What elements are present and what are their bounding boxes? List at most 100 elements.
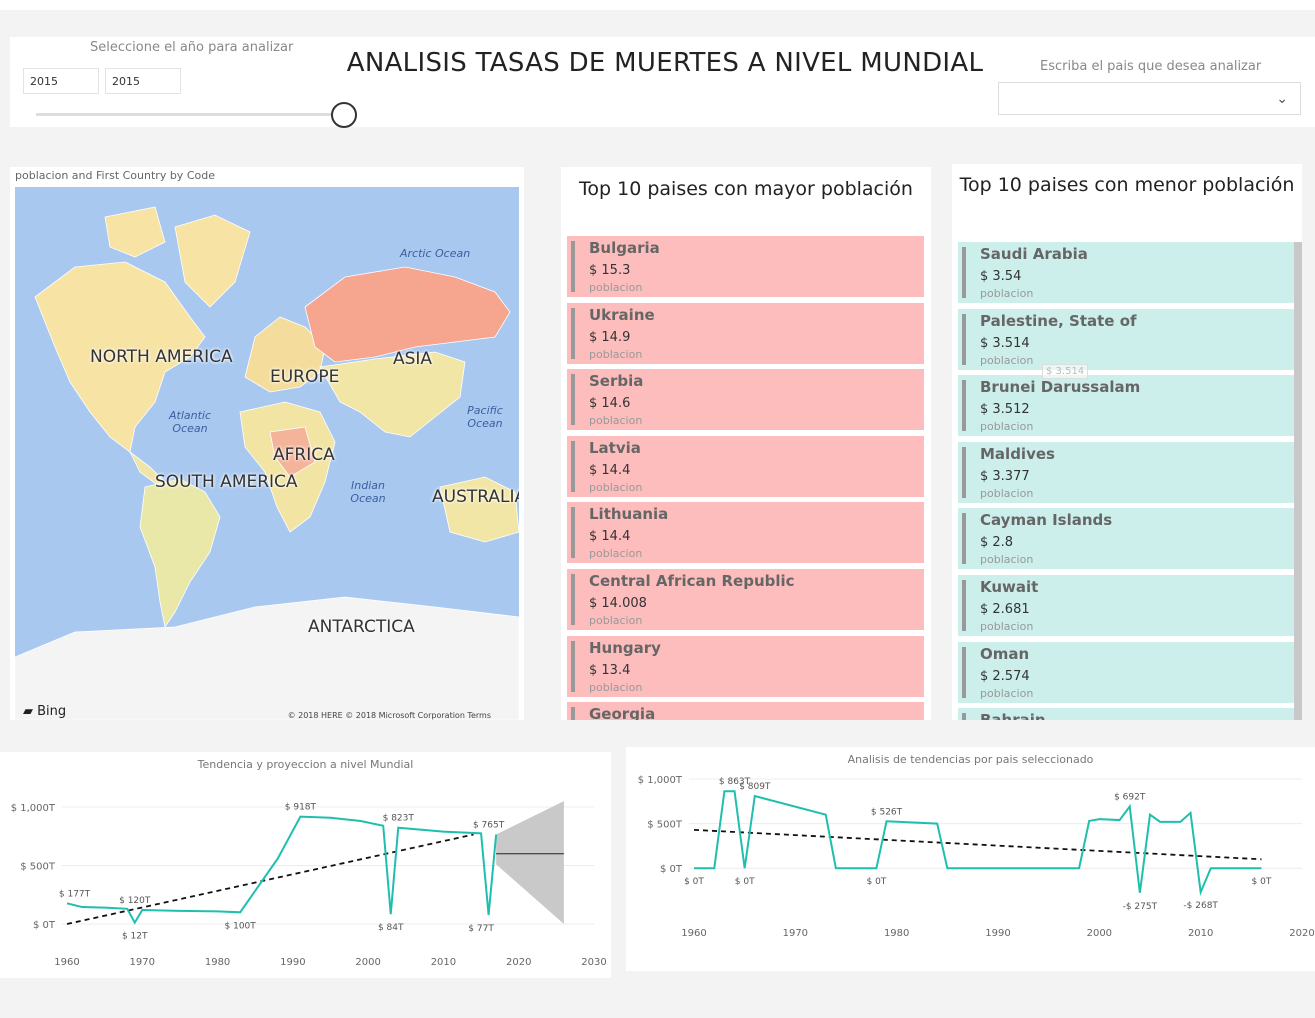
- world-trend-chart: Tendencia y proyeccion a nivel Mundial $…: [0, 752, 611, 978]
- map-copyright[interactable]: © 2018 HERE © 2018 Microsoft Corporation…: [287, 711, 491, 720]
- page-title: ANALISIS TASAS DE MUERTES A NIVEL MUNDIA…: [346, 48, 984, 78]
- list-item[interactable]: Palestine, State of $ 3.514 poblacion: [958, 308, 1296, 370]
- country-trend-plot[interactable]: $ 0T $ 500T $ 1,000T 1960 1970 1980 1990 2000 20…: [626, 747, 1315, 971]
- data-label: $ 0T: [684, 877, 704, 887]
- x-tick-label: 2010: [1188, 928, 1213, 939]
- x-tick-label: 2010: [431, 957, 456, 968]
- list-item[interactable]: Bulgaria $ 15.3 poblacion: [567, 236, 924, 297]
- year-slider-track[interactable]: [36, 113, 342, 116]
- country-value: $ 14.4: [589, 462, 631, 478]
- data-label: -$ 275T: [1123, 902, 1158, 912]
- series-line: [694, 790, 1262, 896]
- chart-title-world: Tendencia y proyeccion a nivel Mundial: [197, 758, 414, 771]
- year-from-input[interactable]: 2015: [23, 68, 99, 94]
- year-slicer-label: Seleccione el año para analizar: [90, 40, 294, 55]
- country-value: $ 3.377: [980, 468, 1030, 484]
- list-item[interactable]: Lithuania $ 14.4 poblacion: [567, 502, 924, 564]
- category-label: poblacion: [589, 680, 643, 694]
- card-accent-bar: [571, 640, 575, 692]
- data-label: $ 0T: [735, 877, 755, 887]
- y-tick-label: $ 500T: [20, 862, 56, 873]
- bing-label: Bing: [37, 704, 67, 719]
- list-item[interactable]: Kuwait $ 2.681 poblacion: [958, 575, 1296, 636]
- x-tick-label: 1960: [681, 928, 706, 939]
- category-label: poblacion: [589, 480, 643, 494]
- country-slicer-label: Escriba el pais que desea analizar: [1040, 59, 1262, 74]
- country-value: $ 2.8: [980, 535, 1014, 551]
- card-accent-bar: [962, 646, 966, 698]
- country-value: $ 2.574: [980, 668, 1030, 684]
- list-item[interactable]: Oman $ 2.574 poblacion: [958, 641, 1296, 703]
- country-dropdown[interactable]: ⌄: [998, 82, 1301, 115]
- card-accent-bar: [571, 574, 575, 625]
- category-label: poblacion: [980, 686, 1034, 700]
- country-name: Lithuania: [589, 505, 669, 524]
- x-tick-label: 1970: [130, 957, 155, 968]
- card-accent-bar: [571, 507, 575, 559]
- data-label: $ 863T: [719, 777, 751, 787]
- country-value: $ 14.008: [589, 596, 647, 611]
- continent-antarctica: ANTARCTICA: [308, 617, 415, 637]
- list-item[interactable]: Georgia: [567, 702, 924, 720]
- list-scrollbar[interactable]: [1294, 242, 1302, 720]
- country-name: Ukraine: [589, 305, 655, 324]
- data-label: $ 100T: [225, 921, 257, 931]
- category-label: poblacion: [980, 620, 1034, 633]
- country-value: $ 14.9: [589, 329, 631, 345]
- country-name: Bulgaria: [589, 239, 660, 257]
- list-item[interactable]: Hungary $ 13.4 poblacion: [567, 635, 924, 697]
- category-label: poblacion: [980, 420, 1034, 434]
- ocean-arctic: Arctic Ocean: [400, 247, 471, 260]
- x-tick-label: 1990: [280, 957, 305, 968]
- data-label: $ 77T: [468, 924, 494, 934]
- category-label: poblacion: [589, 281, 643, 294]
- trend-line: [66, 833, 474, 925]
- world-map[interactable]: NORTH AMERICA EUROPE ASIA AFRICA SOUTH A…: [15, 187, 519, 720]
- data-label: $ 12T: [122, 932, 148, 942]
- card-accent-bar: [571, 707, 575, 720]
- list-item[interactable]: Saudi Arabia $ 3.54 poblacion: [958, 242, 1296, 303]
- card-accent-bar: [962, 513, 966, 565]
- year-slider-handle[interactable]: [331, 102, 357, 128]
- country-name: Latvia: [589, 438, 641, 457]
- data-label: $ 765T: [473, 820, 505, 830]
- world-trend-plot[interactable]: $ 0T $ 500T $ 1,000T 1960 1970 1980 1990 2000 20…: [0, 752, 611, 978]
- top-high-panel: Top 10 paises con mayor población Bulgar…: [561, 167, 931, 720]
- card-accent-bar: [571, 241, 575, 292]
- list-item[interactable]: Cayman Islands $ 2.8 poblacion: [958, 508, 1296, 570]
- x-tick-label: 1990: [985, 928, 1010, 939]
- data-label: $ 120T: [119, 896, 151, 906]
- list-item[interactable]: Latvia $ 14.4 poblacion: [567, 435, 924, 497]
- data-label: $ 0T: [866, 877, 886, 887]
- card-accent-bar: [962, 713, 966, 720]
- card-accent-bar: [962, 580, 966, 631]
- continent-europe: EUROPE: [270, 367, 340, 387]
- list-item[interactable]: Brunei Darussalam $ 3.512 poblacion: [958, 375, 1296, 437]
- year-to-input[interactable]: 2015: [105, 68, 181, 94]
- country-name: Saudi Arabia: [980, 245, 1088, 263]
- value-tooltip: $ 3.514: [1042, 364, 1089, 379]
- chevron-down-icon: ⌄: [1276, 91, 1288, 107]
- data-label: $ 0T: [1252, 877, 1272, 887]
- country-value: $ 3.54: [980, 269, 1022, 284]
- card-accent-bar: [571, 374, 575, 426]
- x-tick-label: 1960: [54, 957, 79, 968]
- x-tick-label: 1970: [783, 928, 808, 939]
- x-tick-label: 2030: [581, 957, 606, 968]
- series-line: [66, 815, 498, 925]
- forecast-band: [496, 801, 564, 924]
- list-item[interactable]: Maldives $ 3.377 poblacion: [958, 441, 1296, 503]
- list-item[interactable]: Ukraine $ 14.9 poblacion: [567, 302, 924, 364]
- chart-title-country: Analisis de tendencias por pais seleccio…: [847, 753, 1094, 766]
- ocean-atlantic: Atlantic Ocean: [168, 409, 212, 435]
- x-tick-label: 2000: [1087, 928, 1112, 939]
- list-item[interactable]: Central African Republic $ 14.008 poblacio…: [567, 569, 924, 630]
- list-item[interactable]: Serbia $ 14.6 poblacion: [567, 369, 924, 431]
- data-label: $ 823T: [383, 814, 415, 824]
- country-value: $ 2.681: [980, 602, 1030, 617]
- card-accent-bar: [962, 446, 966, 498]
- card-accent-bar: [571, 307, 575, 359]
- list-item[interactable]: Bahrain: [958, 708, 1296, 720]
- top-high-title: Top 10 paises con mayor población: [579, 178, 913, 200]
- continent-africa: AFRICA: [273, 445, 335, 465]
